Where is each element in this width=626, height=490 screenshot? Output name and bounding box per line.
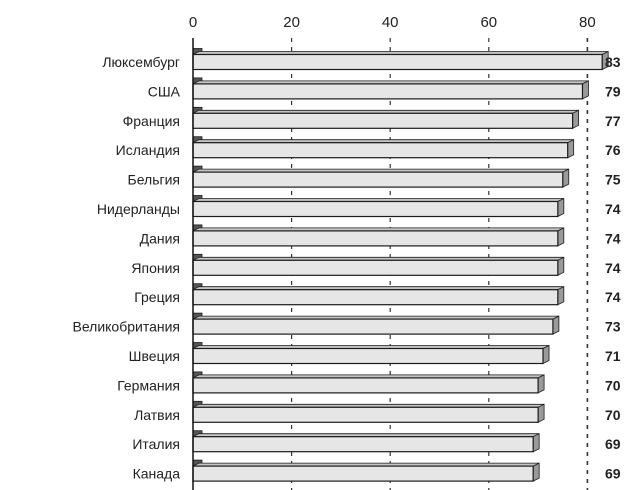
bar xyxy=(192,224,565,247)
bar-end-face xyxy=(542,344,550,365)
bar xyxy=(192,48,609,71)
bar-front-face xyxy=(192,465,534,482)
bar-end-face xyxy=(562,168,570,188)
category-label: Швеция xyxy=(129,348,180,364)
bar xyxy=(192,136,575,159)
bar-front-face xyxy=(192,377,539,394)
category-label: Великобритания xyxy=(72,319,180,335)
x-tick-label: 0 xyxy=(189,14,197,31)
value-label: 70 xyxy=(605,377,621,393)
category-label: Канада xyxy=(133,466,181,482)
value-label: 76 xyxy=(605,142,621,158)
value-label: 75 xyxy=(605,172,621,188)
value-label: 69 xyxy=(605,466,621,482)
bar xyxy=(192,430,540,453)
bar xyxy=(192,400,545,423)
bar-end-face xyxy=(552,315,560,335)
bar-end-face xyxy=(532,462,540,482)
bar xyxy=(192,165,570,188)
category-label: Италия xyxy=(132,436,180,452)
category-labels: Люксембург США Франция Исландия Бельгия Нидер… xyxy=(72,54,180,482)
bar-front-face xyxy=(192,318,554,335)
bar xyxy=(192,77,589,100)
x-tick-label: 40 xyxy=(382,14,399,31)
x-tick-labels: 0 20 40 60 80 xyxy=(189,14,596,31)
bar-end-face xyxy=(532,433,540,453)
bar xyxy=(192,342,550,365)
value-label: 74 xyxy=(605,260,621,276)
bar xyxy=(192,106,580,129)
value-label: 77 xyxy=(605,113,621,129)
bar-end-face xyxy=(537,403,545,423)
category-label: Нидерланды xyxy=(97,201,180,217)
bar xyxy=(192,459,540,482)
x-tick-label: 60 xyxy=(480,14,497,31)
bar-end-face xyxy=(557,256,565,276)
value-label: 74 xyxy=(605,289,621,305)
value-label: 83 xyxy=(605,54,621,70)
bar-end-face xyxy=(567,139,575,159)
bar-front-face xyxy=(192,53,603,71)
bar-front-face xyxy=(192,406,539,423)
bar-end-face xyxy=(557,227,565,247)
bar-end-face xyxy=(537,374,545,394)
category-label: Бельгия xyxy=(128,172,180,188)
bar-front-face xyxy=(192,142,569,159)
bar xyxy=(192,283,565,306)
category-label: Латвия xyxy=(134,407,180,423)
category-label: Франция xyxy=(123,113,180,129)
bar xyxy=(192,253,565,276)
value-label: 71 xyxy=(605,348,621,364)
bar-front-face xyxy=(192,259,559,276)
value-label: 70 xyxy=(605,407,621,423)
bar xyxy=(192,371,545,394)
x-tick-label: 20 xyxy=(283,14,300,31)
bar-front-face xyxy=(192,200,559,218)
bar-front-face xyxy=(192,112,574,129)
bar-end-face xyxy=(572,109,580,129)
bar-end-face xyxy=(582,80,589,100)
value-label: 74 xyxy=(605,230,621,246)
value-label: 73 xyxy=(605,319,621,335)
bar-front-face xyxy=(192,171,564,188)
bar-end-face xyxy=(557,197,565,218)
bar-end-face xyxy=(557,286,565,306)
value-label: 74 xyxy=(605,201,621,217)
bars xyxy=(192,48,609,482)
category-label: Дания xyxy=(140,230,180,246)
category-label: Греция xyxy=(134,289,180,305)
bar-front-face xyxy=(192,230,559,247)
category-label: США xyxy=(148,83,181,99)
bar xyxy=(192,195,565,218)
bar-front-face xyxy=(192,83,584,100)
category-label: Германия xyxy=(117,377,180,393)
x-tick-label: 80 xyxy=(579,14,596,31)
bar xyxy=(192,312,560,335)
bar-front-face xyxy=(192,289,559,306)
value-label: 69 xyxy=(605,436,621,452)
value-labels: 83 79 77 76 75 74 74 74 74 73 71 70 70 69 69 xyxy=(605,54,621,482)
category-label: Япония xyxy=(131,260,180,276)
value-label: 79 xyxy=(605,83,621,99)
bar-front-face xyxy=(192,347,544,365)
bar-front-face xyxy=(192,436,534,453)
category-label: Исландия xyxy=(116,142,180,158)
category-label: Люксембург xyxy=(102,54,180,70)
